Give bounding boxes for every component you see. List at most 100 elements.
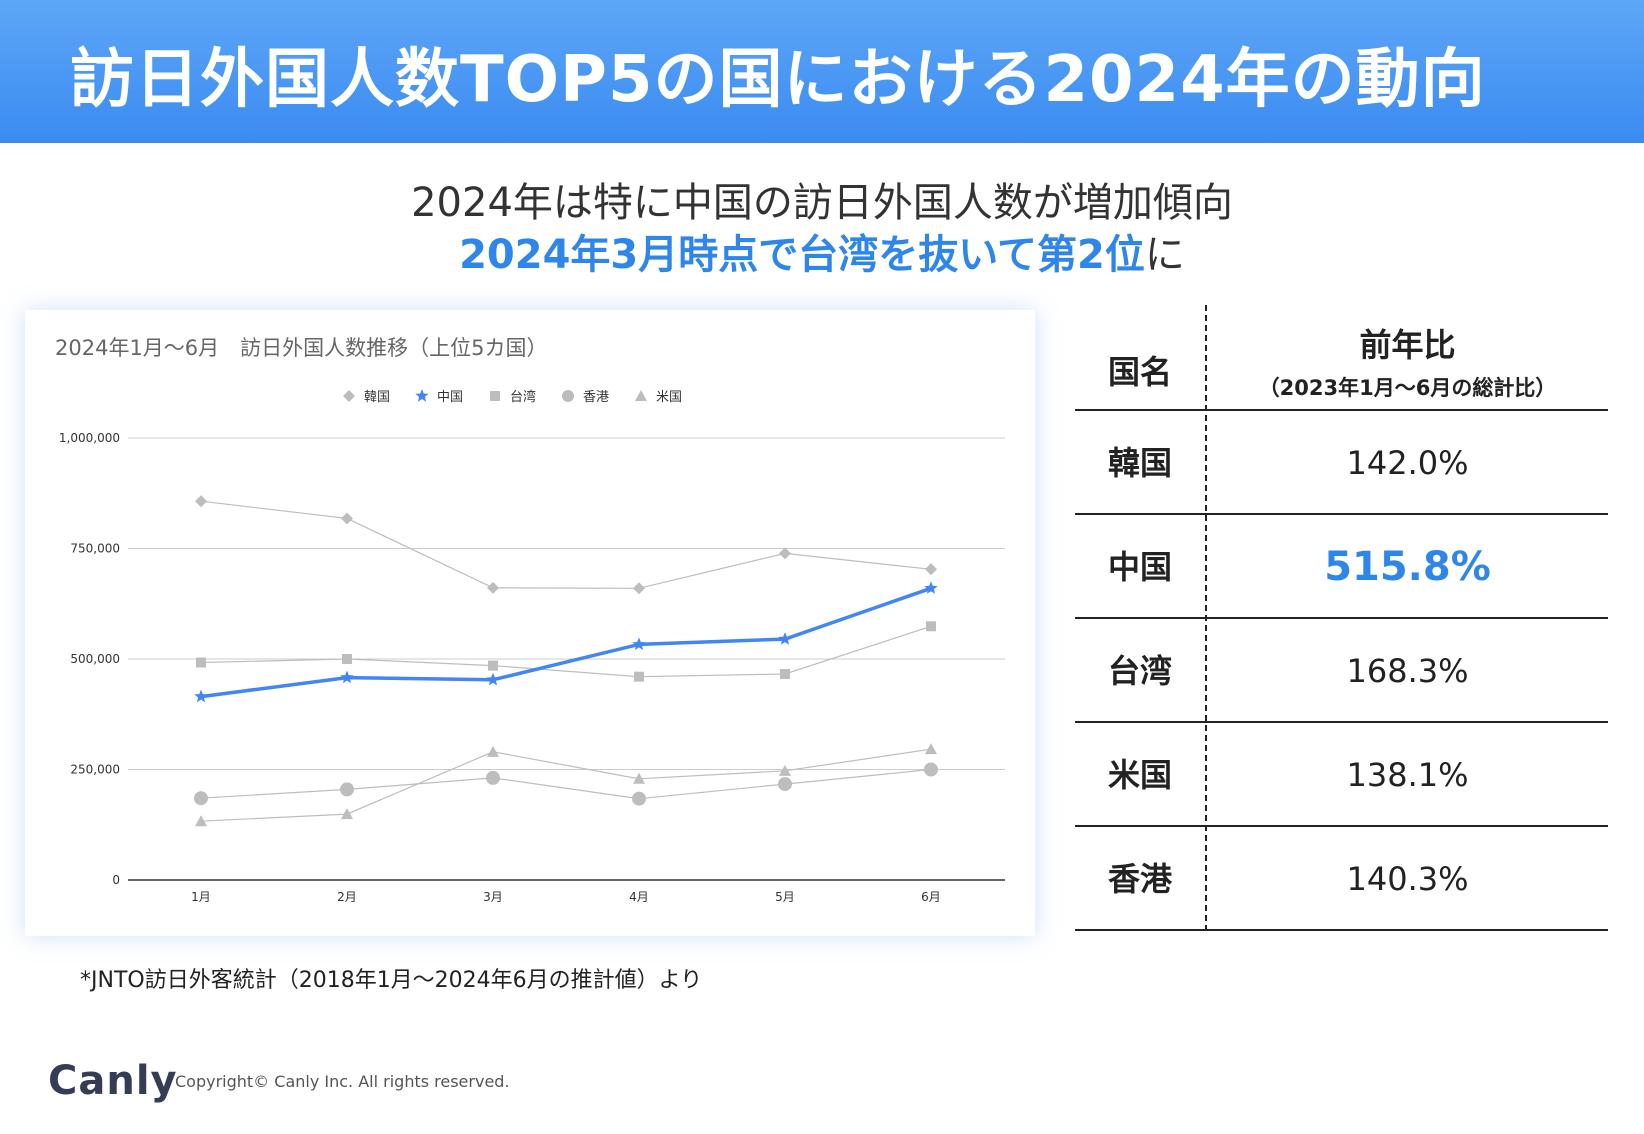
header-banner: 訪日外国人数TOP5の国における2024年の動向 (0, 0, 1644, 143)
data-point (195, 815, 207, 827)
table-cell-country: 韓国 (1107, 444, 1172, 482)
table-cell-country: 中国 (1107, 548, 1172, 586)
series-diamond (195, 495, 937, 595)
yoy-table: 国名 前年比 （2023年1月～6月の総計比） 韓国 142.0% 中国 515… (1075, 305, 1608, 931)
table-divider (1075, 929, 1608, 931)
y-tick-label: 250,000 (70, 763, 120, 777)
table-cell-ratio: 140.3% (1346, 860, 1469, 898)
data-point (340, 670, 354, 684)
data-point (486, 672, 500, 686)
table-row: 台湾 168.3% (1075, 619, 1608, 723)
chart-title: 2024年1月～6月 訪日外国人数推移（上位5カ国） (55, 336, 548, 360)
y-tick-label: 0 (112, 873, 120, 887)
table-row: 米国 138.1% (1075, 723, 1608, 827)
table-cell-country: 香港 (1107, 860, 1172, 898)
data-point (632, 791, 646, 806)
data-point (778, 632, 792, 645)
table-divider (1075, 513, 1608, 515)
subtitle-highlight: 2024年3月時点で台湾を抜いて第2位 (459, 232, 1145, 278)
series-line (200, 625, 932, 678)
data-point (634, 671, 644, 682)
legend-label: 米国 (656, 390, 682, 405)
data-point (194, 689, 208, 703)
chart-x-axis: 1月 2月 3月 4月 5月 6月 (191, 890, 941, 904)
x-tick-label: 5月 (775, 890, 795, 904)
subtitle-line-1: 2024年は特に中国の訪日外国人数が増加傾向 (411, 180, 1233, 226)
data-point (340, 782, 354, 797)
data-point (778, 777, 792, 792)
table-divider (1075, 825, 1608, 827)
chart-legend: 韓国 中国 台湾 香港 米国 (343, 389, 682, 405)
legend-marker (415, 389, 429, 402)
legend-item: 香港 (562, 390, 609, 405)
data-point (926, 621, 936, 632)
data-point (487, 745, 499, 757)
table-cell-country: 台湾 (1107, 652, 1172, 690)
data-point (195, 495, 207, 508)
data-point (342, 654, 352, 664)
x-tick-label: 6月 (921, 890, 941, 904)
chart-grid: 0 250,000 500,000 750,000 1,000,000 (59, 431, 1005, 887)
legend-label: 中国 (437, 390, 463, 405)
legend-marker (343, 390, 355, 402)
data-point (196, 657, 206, 668)
series-line (200, 500, 932, 589)
legend-item: 台湾 (490, 389, 536, 405)
legend-item: 米国 (635, 390, 682, 405)
copyright: Copyright© Canly Inc. All rights reserve… (175, 1072, 510, 1091)
x-tick-label: 4月 (629, 890, 649, 904)
series-line (200, 748, 932, 822)
data-point (779, 547, 791, 560)
legend-item: 中国 (415, 389, 463, 405)
data-point (925, 563, 937, 576)
subtitle-tail: に (1144, 232, 1185, 278)
legend-marker (562, 390, 574, 402)
table-cell-ratio: 142.0% (1346, 444, 1469, 482)
data-point (341, 808, 353, 820)
series-star (194, 581, 938, 703)
table-row: 韓国 142.0% (1075, 411, 1608, 515)
legend-label: 台湾 (510, 389, 536, 405)
data-point (633, 772, 645, 784)
data-point (924, 762, 938, 777)
y-tick-label: 1,000,000 (59, 431, 120, 445)
table-header-country: 国名 (1107, 353, 1172, 391)
series-line (200, 586, 932, 699)
table-divider (1075, 721, 1608, 723)
table-divider (1075, 409, 1608, 411)
series-circle (194, 762, 938, 806)
data-point (194, 791, 208, 806)
y-tick-label: 750,000 (70, 542, 120, 556)
series-square (196, 621, 936, 682)
series-line (200, 768, 932, 800)
legend-marker (490, 391, 500, 401)
table-cell-ratio: 168.3% (1346, 652, 1469, 690)
table-header-ratio-title: 前年比 (1359, 326, 1456, 364)
table-header-ratio-subtitle: （2023年1月～6月の総計比） (1258, 376, 1557, 400)
data-point (488, 660, 498, 671)
y-tick-label: 500,000 (70, 652, 120, 666)
line-chart: 2024年1月～6月 訪日外国人数推移（上位5カ国） 韓国 中国 台湾 香港 米国 0 2… (55, 336, 1005, 904)
data-point (341, 512, 353, 525)
table-cell-country: 米国 (1107, 756, 1172, 794)
table-row: 香港 140.3% (1075, 827, 1608, 931)
data-point (779, 764, 791, 776)
data-point (925, 743, 937, 755)
series-triangle (195, 743, 937, 827)
table-row: 中国 515.8% (1075, 515, 1608, 619)
table-cell-ratio-highlight: 515.8% (1324, 544, 1491, 590)
table-cell-ratio: 138.1% (1346, 756, 1469, 794)
chart-series (194, 495, 938, 827)
legend-label: 香港 (583, 390, 609, 405)
page-title: 訪日外国人数TOP5の国における2024年の動向 (70, 43, 1486, 117)
legend-label: 韓国 (364, 390, 390, 405)
table-divider (1075, 617, 1608, 619)
data-point (633, 582, 645, 595)
data-point (486, 770, 500, 785)
data-point (632, 637, 646, 651)
data-point (924, 581, 938, 594)
table-header-ratio: 前年比 （2023年1月～6月の総計比） (1207, 320, 1608, 402)
source-note: *JNTO訪日外客統計（2018年1月～2024年6月の推計値）より (80, 968, 703, 993)
data-point (487, 581, 499, 594)
data-point (780, 669, 790, 680)
